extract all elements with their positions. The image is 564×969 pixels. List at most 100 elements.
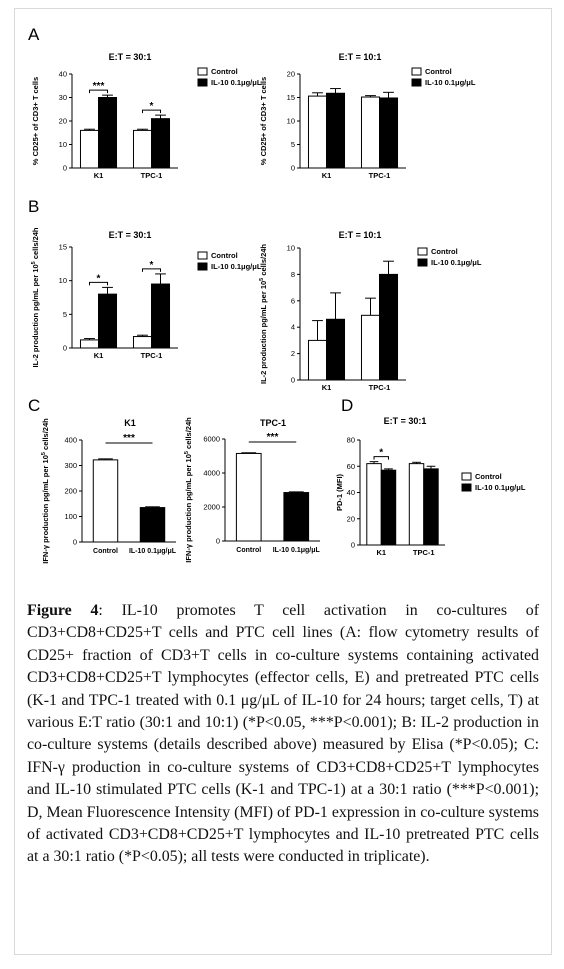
legend-label: IL-10 0.1μg/μL [431, 258, 482, 267]
y-tick-label: 10 [287, 244, 295, 253]
legend-label: IL-10 0.1μg/μL [211, 262, 262, 271]
y-tick-label: 10 [59, 276, 67, 285]
y-tick-label: 0 [73, 538, 77, 547]
legend-swatch [197, 78, 208, 87]
legend-swatch [417, 258, 428, 267]
y-tick-label: 20 [347, 514, 355, 523]
bar [98, 97, 118, 169]
x-tick-label: K1 [322, 171, 332, 180]
chart-0: E:T = 30:1 0 10 20 30 40 % CD25+ of CD3+ T cel… [31, 52, 262, 180]
y-tick-label: 60 [347, 462, 355, 471]
legend-label: Control [475, 472, 502, 481]
y-tick-label: 8 [291, 270, 295, 279]
y-tick-label: 10 [287, 117, 295, 126]
figure-caption: Figure 4: IL-10 promotes T cell activati… [27, 600, 539, 869]
y-tick-label: 100 [64, 512, 77, 521]
legend-label: Control [211, 251, 238, 260]
panel-letter-b: B [28, 197, 39, 216]
bar [360, 96, 381, 169]
chart-3: E:T = 10:1 0 2 4 6 8 10 IL-2 production pg/mL p… [259, 230, 482, 392]
bar [307, 95, 328, 169]
legend-label: IL-10 0.1μg/μL [475, 483, 526, 492]
x-tick-label: TPC-1 [141, 351, 163, 360]
caption-label: Figure 4 [27, 602, 99, 619]
legend-swatch [417, 247, 428, 256]
y-tick-label: 6 [291, 296, 295, 305]
bar [408, 463, 425, 546]
x-tick-label: K1 [94, 171, 104, 180]
bar [379, 97, 399, 169]
caption-text: : IL-10 promotes T cell activation in co… [27, 602, 539, 866]
x-tick-label: TPC-1 [413, 548, 435, 557]
y-tick-label: 15 [287, 93, 295, 102]
significance-label: * [150, 101, 154, 112]
panel-letter-c: C [28, 396, 40, 415]
bar [380, 469, 397, 546]
y-tick-label: 0 [63, 164, 67, 173]
chart-1: E:T = 10:1 0 5 10 15 20 % CD25+ of CD3+ T cell… [259, 52, 476, 180]
legend-label: Control [431, 247, 458, 256]
chart-title: E:T = 30:1 [384, 416, 427, 426]
legend-swatch [197, 251, 208, 260]
y-axis-label: IFN-γ production pg/mL per 105 cells/24h [184, 417, 193, 563]
bar [235, 452, 262, 542]
significance-label: *** [93, 81, 105, 92]
bar [79, 339, 100, 349]
legend-label: IL-10 0.1μg/μL [211, 78, 262, 87]
significance-bracket [373, 456, 389, 460]
x-tick-label: K1 [376, 548, 386, 557]
y-axis-label: % CD25+ of CD3+ T cells [259, 77, 268, 165]
significance-bracket [141, 268, 162, 272]
y-tick-label: 20 [287, 70, 295, 79]
chart-title: E:T = 30:1 [109, 230, 152, 240]
chart-title: E:T = 30:1 [109, 52, 152, 62]
y-tick-label: 300 [64, 461, 77, 470]
y-axis-label: IL-2 production pg/mL per 105 cells/24h [31, 227, 40, 367]
y-axis-label: % CD25+ of CD3+ T cells [31, 77, 40, 165]
y-tick-label: 40 [347, 488, 355, 497]
bar [98, 293, 118, 349]
chart-5: TPC-1 0 2000 4000 6000 IFN-γ production pg/mL… [184, 417, 321, 563]
significance-label: * [379, 448, 383, 459]
bar [366, 463, 382, 546]
y-tick-label: 10 [59, 140, 67, 149]
x-tick-label: TPC-1 [369, 171, 391, 180]
panel-letter-d: D [341, 396, 353, 415]
bar [139, 507, 166, 543]
bar [307, 339, 328, 381]
bar [92, 459, 119, 543]
chart-title: E:T = 10:1 [339, 230, 382, 240]
bar [79, 129, 100, 169]
x-tick-label: K1 [94, 351, 104, 360]
bar [151, 118, 171, 169]
y-tick-label: 200 [64, 487, 77, 496]
y-tick-label: 20 [59, 117, 67, 126]
y-tick-label: 0 [291, 164, 295, 173]
bar [132, 336, 152, 349]
y-tick-label: 0 [216, 537, 220, 546]
significance-label: * [150, 260, 154, 271]
significance-bracket [88, 89, 109, 94]
bar [326, 92, 346, 169]
x-tick-label: TPC-1 [141, 171, 163, 180]
bar [151, 283, 171, 349]
x-tick-label: Control [93, 548, 118, 555]
chart-4: K1 0 100 200 300 400 IFN-γ production pg/mL pe… [41, 418, 177, 564]
chart-6: E:T = 30:1 0 20 40 60 80 PD-1 (MFI) K1 * TPC-1 Con… [335, 416, 526, 557]
y-tick-label: 2000 [203, 503, 220, 512]
significance-bracket [88, 281, 109, 286]
bar [283, 492, 310, 542]
significance-label: *** [123, 433, 135, 444]
y-tick-label: 2 [291, 349, 295, 358]
y-tick-label: 30 [59, 93, 67, 102]
x-tick-label: Control [236, 547, 261, 554]
chart-2: E:T = 30:1 0 5 10 15 IL-2 production pg/mL pe… [31, 227, 262, 367]
x-tick-label: TPC-1 [369, 383, 391, 392]
y-tick-label: 6000 [203, 435, 220, 444]
significance-bracket [141, 109, 162, 114]
chart-title: K1 [124, 418, 136, 428]
x-tick-label: K1 [322, 383, 332, 392]
legend-swatch [411, 67, 422, 76]
chart-title: TPC-1 [260, 418, 286, 428]
legend-swatch [197, 262, 208, 271]
